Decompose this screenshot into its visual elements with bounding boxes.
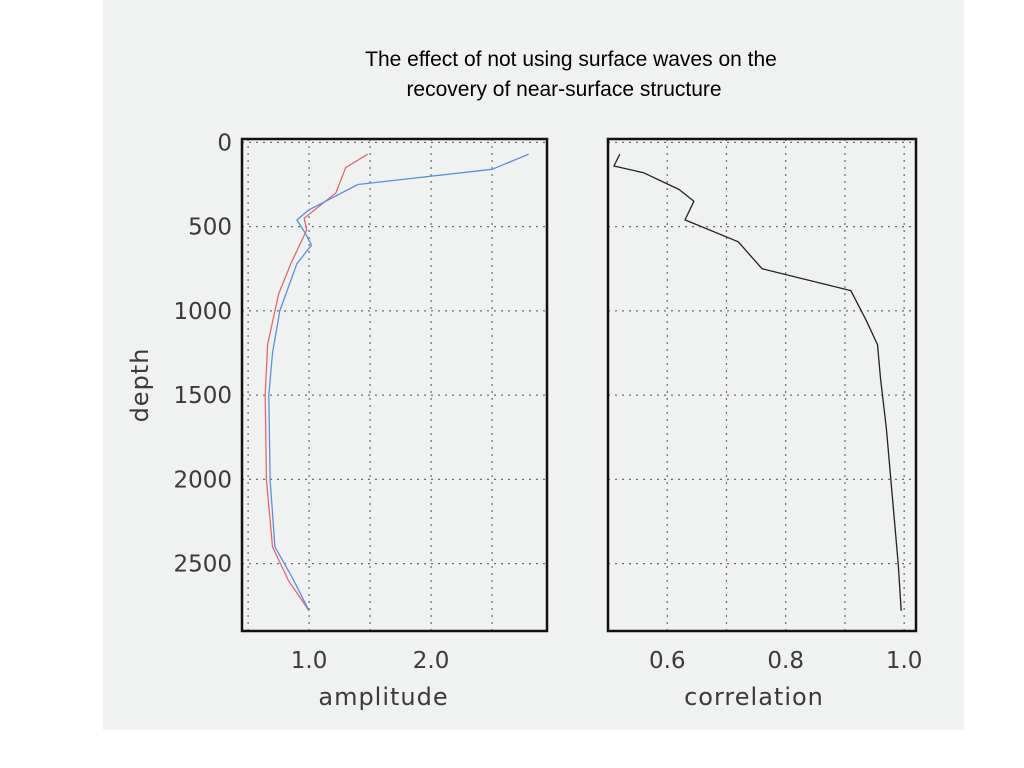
amplitude-y-tick-label: 1500 [173,383,232,409]
amplitude-y-tick-label: 1000 [173,299,232,325]
amplitude-y-axis-title: depth [126,348,154,423]
correlation-x-axis-title: correlation [684,683,824,711]
amplitude-plot-frame [240,137,549,633]
correlation-x-tick-label: 0.8 [767,648,804,674]
scanned-figure-background [103,0,964,730]
amplitude-y-tick-label: 2000 [173,467,232,493]
amplitude-y-tick-label: 500 [188,215,232,241]
amplitude-y-tick-label: 0 [217,130,232,156]
chart-title-line-2: recovery of near-surface structure [406,78,722,101]
amplitude-x-axis-title: amplitude [318,683,448,711]
correlation-x-tick-label: 1.0 [886,648,923,674]
correlation-plot-frame [606,137,918,633]
amplitude-x-tick-label: 2.0 [413,648,450,674]
amplitude-series-line-1 [264,153,369,612]
amplitude-series-line-2 [268,153,529,612]
amplitude-y-tick-label: 2500 [173,552,232,578]
correlation-x-tick-label: 0.6 [649,648,686,674]
correlation-series-line-1 [613,153,902,611]
chart-title-line-1: The effect of not using surface waves on… [365,48,777,71]
amplitude-x-tick-label: 1.0 [291,648,328,674]
